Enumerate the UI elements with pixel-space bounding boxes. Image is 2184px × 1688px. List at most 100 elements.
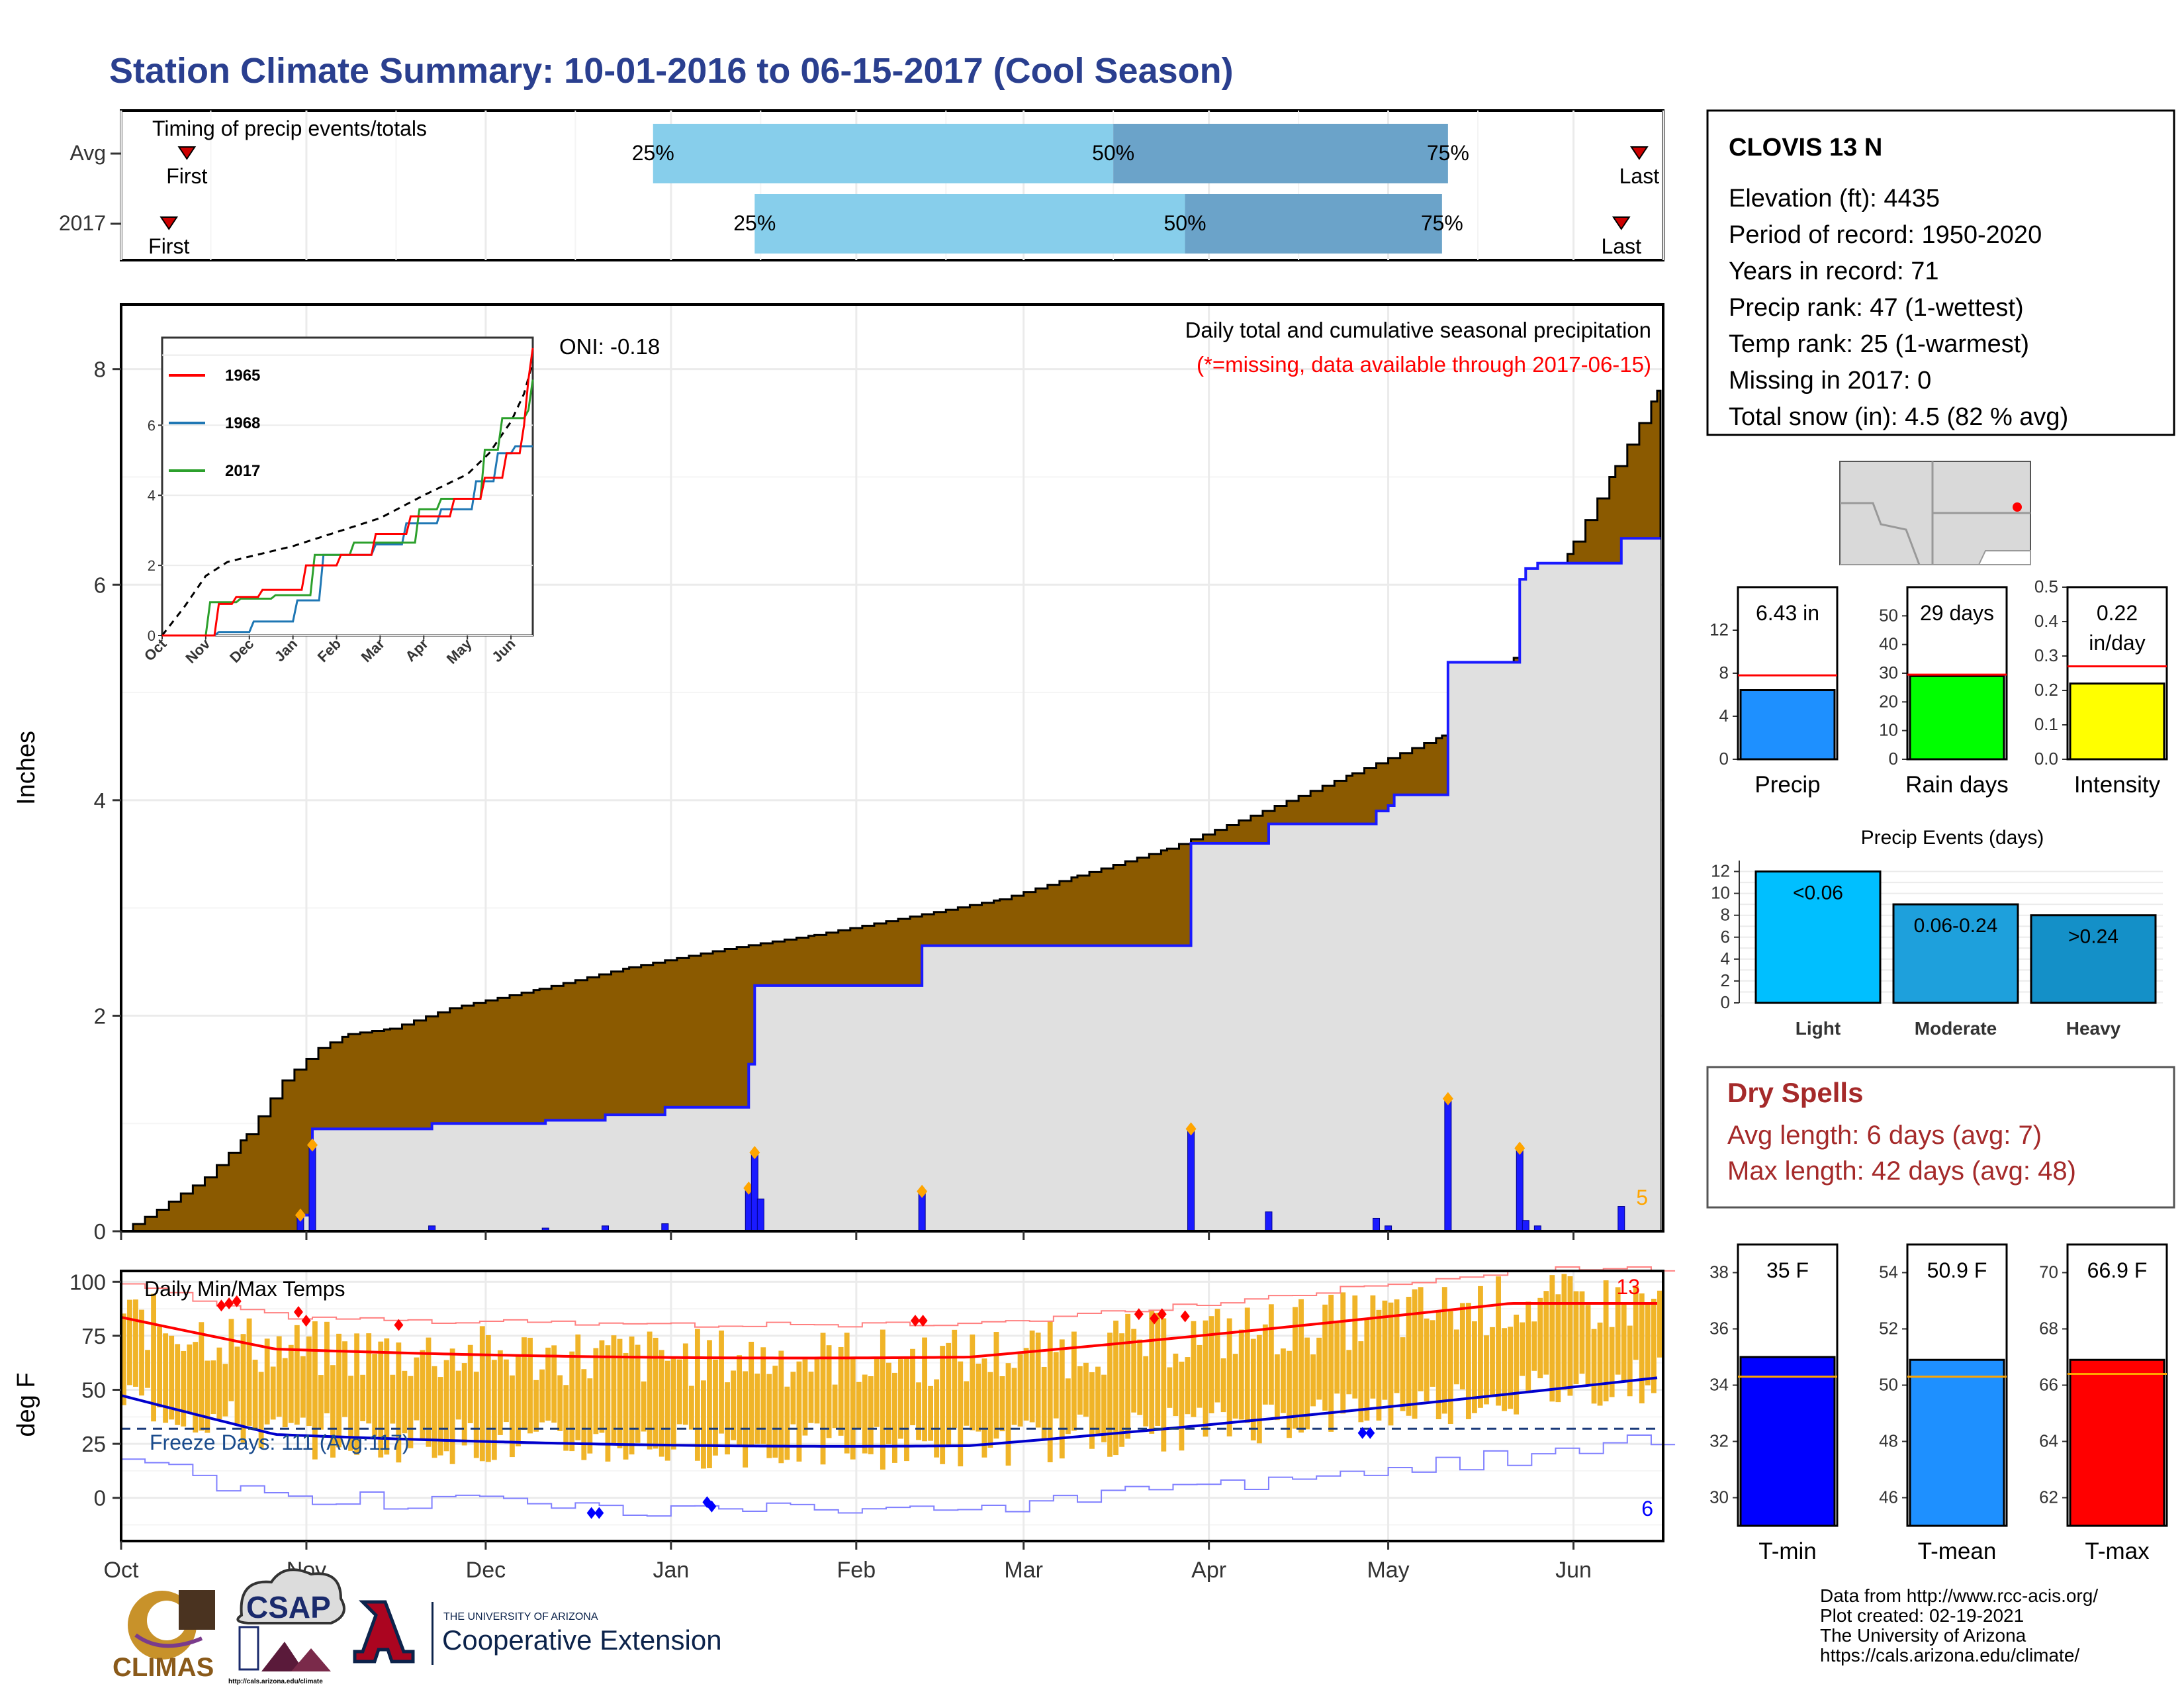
daily-temp-bar <box>1555 1294 1561 1403</box>
summary-panel-intensity: 0.0 0.1 0.2 0.3 0.4 0.5 0.22 in/day Intensity <box>2034 577 2168 798</box>
station-info-line: Total snow (in): 4.5 (82 % avg) <box>1729 403 2068 431</box>
csap-url: http://cals.arizona.edu/climate <box>228 1678 323 1685</box>
temp-y-tick-label: 100 <box>69 1270 106 1294</box>
daily-temp-bar <box>175 1344 181 1425</box>
daily-temp-bar <box>952 1329 958 1428</box>
daily-temp-bar <box>516 1354 521 1446</box>
temp-y-axis-label: deg F <box>13 1372 40 1436</box>
daily-temp-bar <box>432 1366 437 1458</box>
daily-temp-bar <box>300 1356 306 1418</box>
events-category-label: Light <box>1796 1018 1841 1039</box>
daily-precip-bar <box>751 1152 758 1232</box>
daily-temp-bar <box>348 1376 354 1451</box>
daily-temp-bar <box>910 1348 915 1426</box>
timing-panel: Timing of precip events/totals Avg 25% 50%… <box>59 109 1664 261</box>
timing-bar-q1 <box>653 124 1114 183</box>
daily-record-marker <box>1514 1141 1525 1155</box>
daily-temp-bar <box>808 1372 814 1423</box>
daily-temp-bar <box>372 1354 378 1436</box>
daily-temp-bar <box>796 1361 802 1462</box>
summary-tick-label: 32 <box>1709 1431 1729 1451</box>
daily-temp-bar <box>1238 1329 1244 1420</box>
temp-y-tick-label: 75 <box>81 1324 106 1348</box>
daily-precip-bar <box>756 1198 764 1232</box>
ua-cooperative-extension: Cooperative Extension <box>442 1624 722 1656</box>
summary-tick-label: 38 <box>1709 1262 1729 1282</box>
daily-temp-bar <box>1645 1304 1651 1385</box>
record-max-line <box>121 1266 1676 1328</box>
footer-credit-line: Plot created: 02-19-2021 <box>1820 1605 2024 1626</box>
daily-temp-bar <box>1597 1322 1603 1406</box>
summary-tick-label: 30 <box>1879 663 1898 682</box>
daily-temp-bar <box>258 1372 264 1448</box>
daily-temp-bar <box>802 1359 808 1436</box>
daily-temp-bar <box>1244 1307 1250 1423</box>
daily-temp-bar <box>659 1350 664 1457</box>
daily-temp-bar <box>1657 1290 1662 1358</box>
daily-temp-bar <box>151 1293 156 1422</box>
daily-temp-bar <box>342 1341 347 1417</box>
precip-y-axis-label: Inches <box>13 731 40 805</box>
station-info-line: Period of record: 1950-2020 <box>1729 221 2042 249</box>
precip-y-tick-label: 8 <box>94 357 106 382</box>
daily-temp-bar <box>216 1347 222 1420</box>
dry-spells-title: Dry Spells <box>1727 1077 1863 1108</box>
inset-y-tick-label: 0 <box>148 628 156 644</box>
inset-legend-label: 1968 <box>225 414 260 432</box>
daily-temp-bar <box>1173 1353 1179 1417</box>
daily-temp-bar <box>1478 1286 1483 1408</box>
record-high-marker <box>232 1295 242 1307</box>
daily-temp-bar <box>1585 1305 1591 1385</box>
daily-temp-bar <box>617 1338 623 1448</box>
station-info-line: Missing in 2017: 0 <box>1729 367 1931 395</box>
daily-temp-bar <box>1179 1362 1185 1451</box>
daily-temp-bar <box>1287 1350 1292 1438</box>
summary-tick-label: 4 <box>1719 706 1729 726</box>
record-low-marker <box>594 1507 604 1519</box>
daily-temp-bar <box>826 1345 832 1438</box>
station-info-line: Years in record: 71 <box>1729 258 1939 285</box>
temp-chart-title: Daily Min/Max Temps <box>144 1277 345 1301</box>
daily-temp-bar <box>1047 1320 1053 1462</box>
daily-temp-bar <box>157 1327 163 1408</box>
daily-temp-bar <box>653 1337 659 1449</box>
daily-temp-bar <box>916 1382 921 1440</box>
daily-precip-bar <box>1187 1128 1195 1232</box>
daily-temp-bar <box>934 1379 940 1458</box>
daily-temp-bar <box>522 1337 527 1430</box>
daily-temp-bar <box>928 1385 934 1441</box>
timing-p25-label: 25% <box>632 141 674 165</box>
daily-temp-bar <box>1459 1303 1465 1389</box>
daily-temp-bar <box>1502 1328 1507 1411</box>
daily-precip-bar <box>1444 1098 1452 1232</box>
climas-wordmark: CLIMAS <box>113 1653 214 1682</box>
daily-temp-bar <box>922 1337 927 1442</box>
daily-temp-bar <box>461 1363 467 1446</box>
daily-temp-bar <box>725 1382 730 1455</box>
summary-value-label: 0.22 <box>2097 601 2138 625</box>
daily-temp-bar <box>581 1369 587 1460</box>
summary-category-label: Precip <box>1754 772 1820 798</box>
daily-precip-bar <box>1522 1220 1529 1232</box>
precip-corner-count: 5 <box>1636 1186 1648 1209</box>
temp-y-tick-label: 50 <box>81 1378 106 1403</box>
daily-temp-bar <box>599 1340 605 1433</box>
timing-last-marker <box>1630 146 1649 160</box>
daily-temp-bar <box>1609 1327 1615 1397</box>
daily-temp-bar <box>682 1343 688 1425</box>
summary-tick-label: 0.5 <box>2034 577 2058 596</box>
daily-temp-bar <box>964 1381 970 1426</box>
daily-temp-bar <box>467 1344 473 1424</box>
summary-tick-label: 0.3 <box>2034 645 2058 665</box>
daily-precip-bar <box>1373 1217 1381 1232</box>
daily-temp-bar <box>1412 1289 1418 1419</box>
daily-temp-bar <box>294 1325 300 1425</box>
record-high-marker <box>293 1306 303 1319</box>
max-record-count: 13 <box>1616 1275 1640 1299</box>
events-bar-label: 0.06-0.24 <box>1914 915 1998 937</box>
summary-bar-rain <box>1909 675 2005 761</box>
daily-temp-bar <box>1508 1327 1514 1409</box>
daily-temp-bar <box>396 1342 402 1463</box>
summary-tick-label: 46 <box>1879 1487 1898 1507</box>
daily-temp-bar <box>121 1313 126 1405</box>
